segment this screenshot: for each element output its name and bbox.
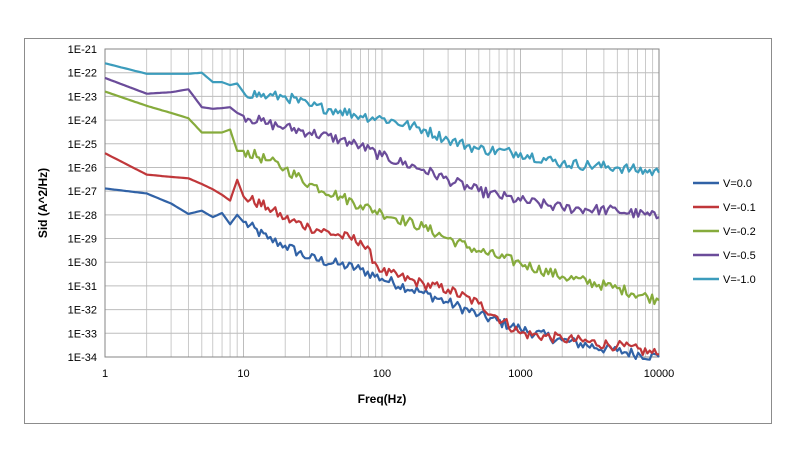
x-tick-labels: 1 10 100 1000 10000 bbox=[102, 368, 674, 380]
chart-area: 1E-34 1E-33 1E-32 1E-31 1E-30 1E-29 1E-28 1E-27… bbox=[24, 38, 772, 424]
y-tick-label: 1E-31 bbox=[68, 281, 97, 293]
chart-svg: 1E-34 1E-33 1E-32 1E-31 1E-30 1E-29 1E-28 1E-27… bbox=[36, 44, 756, 406]
legend-label: V=0.0 bbox=[723, 178, 752, 190]
series-line-V=0.0 bbox=[104, 187, 660, 361]
y-tick-label: 1E-22 bbox=[68, 68, 97, 80]
y-tick-label: 1E-29 bbox=[68, 234, 97, 246]
legend-label: V=-1.0 bbox=[723, 274, 756, 286]
series-line-V=-1.0 bbox=[104, 62, 660, 177]
x-tick-label: 10000 bbox=[644, 368, 675, 380]
y-tick-label: 1E-23 bbox=[68, 91, 97, 103]
legend-label: V=-0.5 bbox=[723, 250, 756, 262]
legend: V=0.0 V=-0.1 V=-0.2 V=-0.5 V=-1.0 bbox=[693, 178, 756, 286]
y-tick-label: 1E-25 bbox=[68, 139, 97, 151]
y-tick-label: 1E-30 bbox=[68, 257, 97, 269]
y-tick-label: 1E-34 bbox=[68, 352, 97, 364]
y-tick-label: 1E-26 bbox=[68, 162, 97, 174]
x-tick-label: 100 bbox=[373, 368, 391, 380]
series-line-V=-0.1 bbox=[104, 152, 660, 356]
legend-label: V=-0.2 bbox=[723, 226, 756, 238]
y-tick-label: 1E-24 bbox=[68, 115, 97, 127]
x-tick-label: 10 bbox=[237, 368, 249, 380]
y-tick-label: 1E-32 bbox=[68, 305, 97, 317]
y-tick-label: 1E-28 bbox=[68, 210, 97, 222]
y-tick-label: 1E-27 bbox=[68, 186, 97, 198]
y-tick-label: 1E-33 bbox=[68, 328, 97, 340]
plot-frame bbox=[104, 48, 660, 358]
x-tick-label: 1000 bbox=[508, 368, 532, 380]
legend-label: V=-0.1 bbox=[723, 202, 756, 214]
series-line-V=-0.2 bbox=[104, 90, 660, 306]
x-tick-label: 1 bbox=[102, 368, 108, 380]
series-line-V=-0.5 bbox=[104, 76, 660, 220]
series-lines bbox=[104, 62, 660, 361]
y-tick-label: 1E-21 bbox=[68, 44, 97, 56]
x-axis-title: Freq(Hz) bbox=[358, 392, 407, 406]
grid-lines bbox=[104, 48, 659, 358]
y-tick-labels: 1E-34 1E-33 1E-32 1E-31 1E-30 1E-29 1E-28 1E-27… bbox=[68, 44, 97, 364]
y-axis-title: Sid (A^2/Hz) bbox=[36, 168, 50, 238]
